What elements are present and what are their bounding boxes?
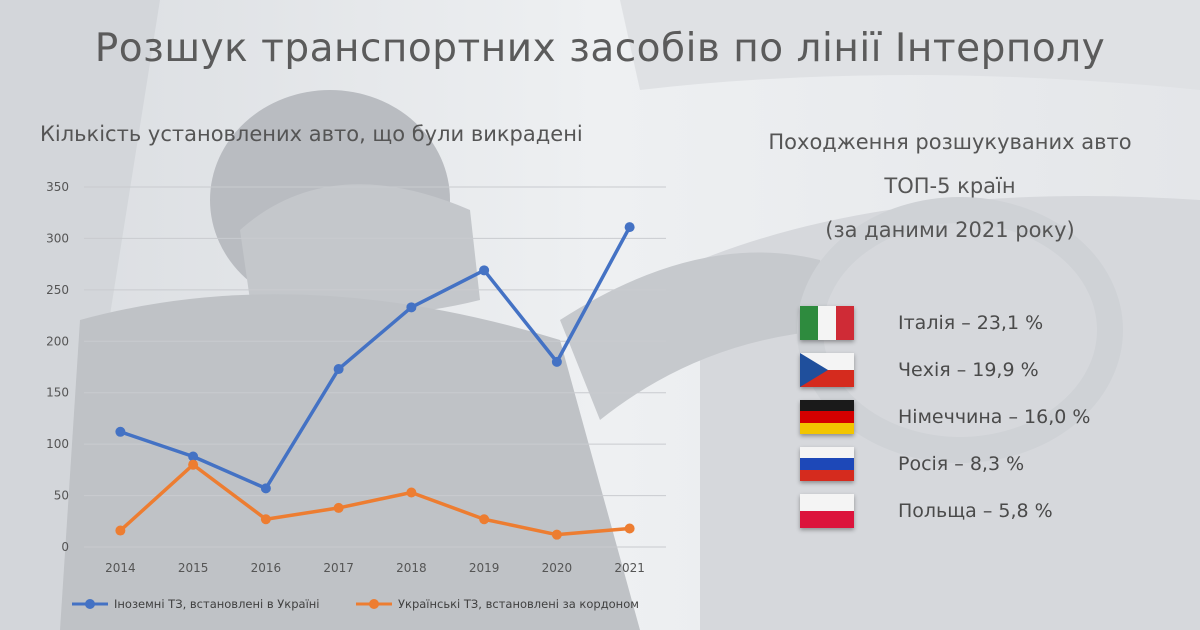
x-tick-label: 2015 bbox=[178, 561, 209, 575]
y-tick-label: 250 bbox=[46, 283, 69, 297]
czechia-flag-icon bbox=[800, 353, 854, 387]
data-point bbox=[188, 451, 199, 462]
x-tick-label: 2021 bbox=[614, 561, 645, 575]
data-point bbox=[260, 514, 271, 525]
russia-flag-icon bbox=[800, 447, 854, 481]
y-tick-label: 150 bbox=[46, 386, 69, 400]
data-point bbox=[624, 222, 635, 233]
country-label: Німеччина – 16,0 % bbox=[898, 406, 1091, 428]
y-tick-label: 350 bbox=[46, 180, 69, 194]
germany-flag-icon bbox=[800, 400, 854, 434]
legend-label: Українські ТЗ, встановлені за кордоном bbox=[398, 597, 639, 611]
data-point bbox=[333, 502, 344, 513]
page-title: Розшук транспортних засобів по лінії Інт… bbox=[94, 26, 1106, 71]
list-item: Польща – 5,8 % bbox=[800, 494, 1090, 528]
series-line-1 bbox=[118, 225, 632, 491]
list-item: Італія – 23,1 % bbox=[800, 306, 1090, 340]
y-tick-label: 200 bbox=[46, 334, 69, 348]
country-list: Італія – 23,1 % Чехія – 19,9 % Німеччина… bbox=[800, 306, 1090, 541]
y-tick-label: 100 bbox=[46, 437, 69, 451]
countries-title-line-3: (за даними 2021 року) bbox=[825, 218, 1075, 242]
x-tick-label: 2014 bbox=[105, 561, 136, 575]
line-chart: 0 50 100 150 200 250 300 350 2014 2015 2016 2017 201… bbox=[46, 180, 666, 611]
x-tick-label: 2017 bbox=[323, 561, 354, 575]
country-label: Італія – 23,1 % bbox=[898, 312, 1044, 334]
data-point bbox=[406, 302, 417, 313]
x-tick-label: 2016 bbox=[251, 561, 282, 575]
data-point bbox=[406, 487, 417, 498]
chart-title: Кількість установлених авто, що були вик… bbox=[40, 122, 583, 146]
countries-panel-title: Походження розшукуваних авто ТОП-5 країн… bbox=[700, 120, 1200, 252]
italy-flag-icon bbox=[800, 306, 854, 340]
data-point bbox=[115, 525, 126, 536]
y-tick-label: 300 bbox=[46, 231, 69, 245]
y-tick-label: 50 bbox=[54, 489, 69, 503]
data-point bbox=[551, 356, 562, 367]
data-point bbox=[115, 426, 126, 437]
data-point bbox=[260, 483, 271, 494]
data-point bbox=[333, 364, 344, 375]
data-point bbox=[551, 529, 562, 540]
list-item: Росія – 8,3 % bbox=[800, 447, 1090, 481]
x-tick-label: 2019 bbox=[469, 561, 500, 575]
data-point bbox=[479, 265, 490, 276]
x-tick-label: 2018 bbox=[396, 561, 427, 575]
country-label: Росія – 8,3 % bbox=[898, 453, 1025, 475]
x-tick-label: 2020 bbox=[542, 561, 573, 575]
country-label: Польща – 5,8 % bbox=[898, 500, 1053, 522]
countries-title-line-2: ТОП-5 країн bbox=[884, 174, 1016, 198]
country-label: Чехія – 19,9 % bbox=[898, 359, 1039, 381]
y-tick-label: 0 bbox=[61, 540, 69, 554]
data-point bbox=[188, 459, 199, 470]
countries-title-line-1: Походження розшукуваних авто bbox=[768, 130, 1132, 154]
list-item: Чехія – 19,9 % bbox=[800, 353, 1090, 387]
legend-marker bbox=[85, 599, 95, 609]
legend-marker bbox=[369, 599, 379, 609]
data-point bbox=[479, 514, 490, 525]
data-point bbox=[624, 523, 635, 534]
poland-flag-icon bbox=[800, 494, 854, 528]
legend-label: Іноземні ТЗ, встановлені в Україні bbox=[114, 597, 320, 611]
series-line-2 bbox=[118, 462, 632, 537]
list-item: Німеччина – 16,0 % bbox=[800, 400, 1090, 434]
